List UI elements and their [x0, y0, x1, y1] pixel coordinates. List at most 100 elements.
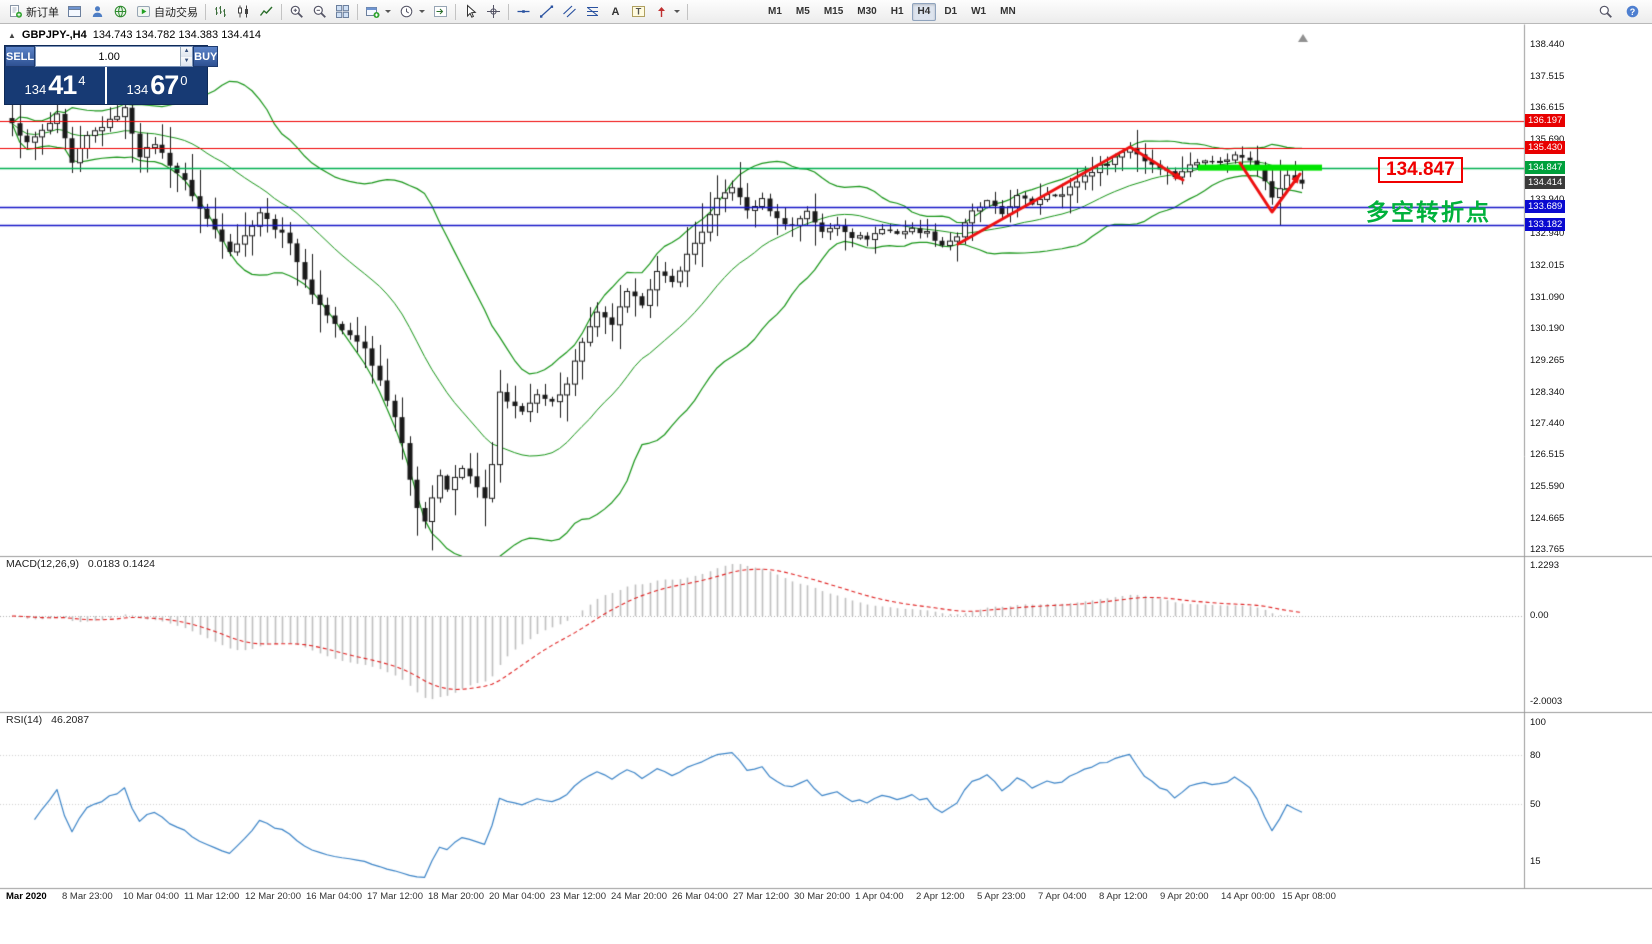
volume-increase-button[interactable]: ▲: [181, 47, 193, 57]
toolbar: 新订单 自动交易 A T M1 M5 M15 M30 H1 H4 D1 W1 MN ?: [0, 0, 1652, 24]
toolbar-right: ?: [1594, 2, 1648, 22]
toolbar-cursor-button[interactable]: [459, 2, 482, 22]
data-window-icon: [113, 4, 128, 19]
toolbar-auto-trading-button[interactable]: 自动交易: [132, 2, 202, 22]
new-order-icon: [8, 4, 23, 19]
toolbar-new-order-button[interactable]: 新订单: [4, 2, 63, 22]
rsi-value: 46.2087: [51, 714, 90, 726]
toolbar-zoom-out-button[interactable]: [308, 2, 331, 22]
toolbar-text-label-button[interactable]: T: [627, 2, 650, 22]
macd-axis-top: 1.2293: [1530, 560, 1560, 571]
toolbar-line-chart-button[interactable]: [255, 2, 278, 22]
toolbar-separator: [455, 3, 456, 20]
sell-price-pip: 4: [78, 72, 86, 88]
timeframe-h4-button[interactable]: H4: [911, 2, 937, 21]
zoom-in-icon: [289, 4, 304, 19]
toolbar-data-window-button[interactable]: [109, 2, 132, 22]
timeframe-m5-button[interactable]: M5: [795, 5, 810, 17]
auto-trading-icon: [136, 4, 151, 19]
profiles-caret-icon: [419, 10, 425, 13]
timeframe-d1-button[interactable]: D1: [944, 5, 958, 17]
rsi-title: RSI(14): [6, 714, 43, 726]
toolbar-separator: [508, 3, 509, 20]
buy-button[interactable]: BUY: [193, 46, 219, 67]
new-chart-icon: [365, 4, 380, 19]
toolbar-help-button[interactable]: ?: [1621, 2, 1644, 22]
macd-title: MACD(12,26,9): [6, 558, 79, 570]
panel-collapse-icon[interactable]: ▲: [8, 30, 16, 40]
buy-price-pip: 0: [180, 72, 188, 88]
toolbar-bar-chart-button[interactable]: [209, 2, 232, 22]
price-divider: [105, 67, 107, 104]
toolbar-search-button[interactable]: [1594, 2, 1617, 22]
charts-window-icon: [67, 4, 82, 19]
toolbar-charts-window-button[interactable]: [63, 2, 86, 22]
arrow-tools-caret-icon: [674, 10, 680, 13]
turning-point-label: 多空转折点: [1366, 199, 1491, 225]
equidistant-channel-icon: [562, 4, 577, 19]
new-chart-caret-icon: [385, 10, 391, 13]
timeframe-m15-button[interactable]: M15: [823, 5, 844, 17]
bar-chart-icon: [213, 4, 228, 19]
trend-line-icon: [539, 4, 554, 19]
profiles-icon: [399, 4, 414, 19]
timeframe-m1-button[interactable]: M1: [768, 5, 782, 17]
toolbar-crosshair-button[interactable]: [482, 2, 505, 22]
svg-text:A: A: [612, 6, 620, 18]
volume-spinner: ▲ ▼: [180, 47, 193, 66]
toolbar-fibonacci-button[interactable]: [581, 2, 604, 22]
buy-price-prefix: 134: [126, 81, 149, 97]
chart-shift-icon: [433, 4, 448, 19]
toolbar-trend-line-button[interactable]: [535, 2, 558, 22]
timeframe-mn-button[interactable]: MN: [1000, 5, 1016, 17]
macd-header: MACD(12,26,9) 0.0183 0.1424: [6, 558, 155, 570]
text-label-icon: T: [631, 4, 646, 19]
sell-price-main: 41: [48, 70, 77, 100]
trade-panel-prices: 134 41 4 134 67 0: [5, 67, 207, 104]
timeframe-toolbar: M1 M5 M15 M30 H1 H4 D1 W1 MN: [761, 2, 1023, 21]
candlestick-chart-icon: [236, 4, 251, 19]
chart-symbol: GBPJPY-,H4: [21, 29, 87, 41]
toolbar-market-watch-button[interactable]: [86, 2, 109, 22]
macd-values: 0.0183 0.1424: [87, 558, 156, 570]
sell-price-prefix: 134: [24, 81, 47, 97]
search-icon: [1598, 4, 1613, 19]
macd-axis-bottom: -2.0003: [1530, 696, 1563, 707]
sell-button[interactable]: SELL: [5, 46, 36, 67]
market-watch-icon: [90, 4, 105, 19]
toolbar-tile-windows-button[interactable]: [331, 2, 354, 22]
toolbar-equidistant-channel-button[interactable]: [558, 2, 581, 22]
buy-price-main: 67: [150, 70, 179, 100]
text-icon: A: [608, 4, 623, 19]
chart-ohlc-values: 134.743 134.782 134.383 134.414: [92, 29, 261, 41]
toolbar-separator: [281, 3, 282, 20]
toolbar-candlestick-chart-button[interactable]: [232, 2, 255, 22]
svg-text:T: T: [636, 7, 642, 17]
toolbar-arrow-tools-button[interactable]: [650, 2, 684, 22]
buy-price[interactable]: 134 67 0: [107, 67, 207, 104]
toolbar-auto-trading-label: 自动交易: [154, 6, 198, 19]
price-callout: 134.847: [1378, 157, 1463, 183]
toolbar-separator: [357, 3, 358, 20]
line-chart-icon: [259, 4, 274, 19]
svg-text:?: ?: [1630, 7, 1636, 17]
timeframe-w1-button[interactable]: W1: [971, 5, 987, 17]
timeframe-h1-button[interactable]: H1: [890, 5, 904, 17]
macd-axis-zero: 0.00: [1530, 610, 1549, 621]
trade-panel-header: SELL ▲ ▼ BUY: [5, 46, 219, 67]
chart-title: ▲ GBPJPY-,H4 134.743 134.782 134.383 134…: [8, 29, 261, 41]
sell-price[interactable]: 134 41 4: [5, 67, 105, 104]
toolbar-horizontal-line-button[interactable]: [512, 2, 535, 22]
toolbar-chart-shift-button[interactable]: [429, 2, 452, 22]
toolbar-zoom-in-button[interactable]: [285, 2, 308, 22]
arrow-tools-icon: [654, 4, 669, 19]
toolbar-profiles-button[interactable]: [395, 2, 429, 22]
toolbar-new-chart-button[interactable]: [361, 2, 395, 22]
timeframe-m30-button[interactable]: M30: [857, 5, 877, 17]
volume-field: ▲ ▼: [35, 46, 194, 67]
volume-input[interactable]: [36, 50, 193, 63]
volume-decrease-button[interactable]: ▼: [181, 56, 193, 66]
toolbar-text-button[interactable]: A: [604, 2, 627, 22]
